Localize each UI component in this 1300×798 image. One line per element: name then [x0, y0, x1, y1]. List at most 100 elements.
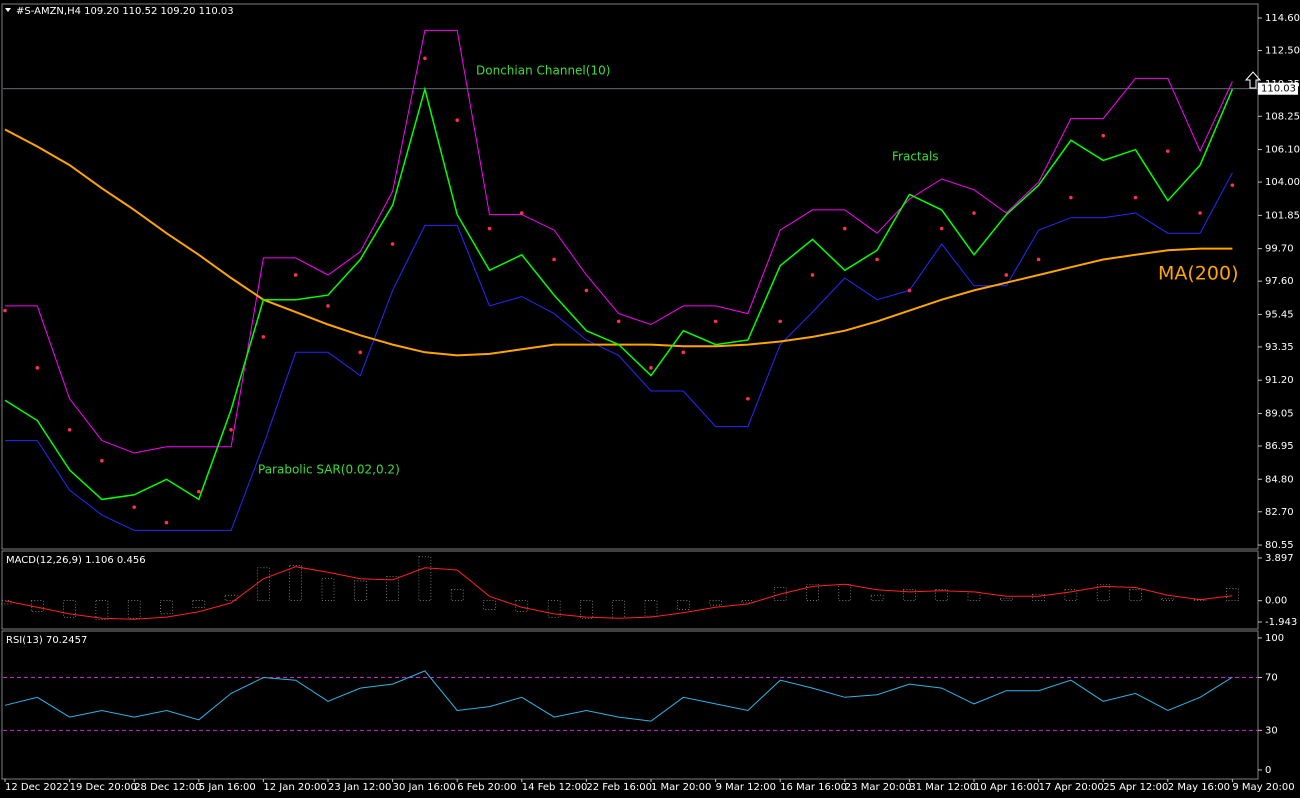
x-tick-label: 30 Jan 16:00	[393, 782, 456, 793]
last-price-box	[1258, 82, 1298, 95]
sar-dot	[746, 396, 750, 401]
histogram-bar	[547, 600, 561, 618]
x-tick-label: 16 Mar 16:00	[780, 782, 847, 793]
y-tick-label: 104.00	[1265, 177, 1300, 188]
histogram-bar	[644, 600, 658, 617]
histogram-bar	[418, 556, 432, 601]
sar-dot	[939, 226, 944, 231]
x-tick-label: 5 Jan 16:00	[199, 782, 256, 793]
sar-dot	[390, 242, 395, 246]
histogram-bar	[353, 580, 367, 601]
alert-icon	[1244, 71, 1262, 89]
y-tick-label: -1.943	[1265, 617, 1297, 628]
y-tick-label: 30	[1265, 725, 1278, 736]
x-tick-label: 6 Feb 20:00	[457, 782, 516, 793]
series-line	[5, 172, 1233, 531]
y-tick-label: 106.10	[1265, 145, 1300, 156]
y-tick-label: 112.50	[1265, 46, 1300, 57]
y-tick-label: 108.25	[1265, 111, 1300, 122]
sar-dot	[713, 319, 718, 324]
y-tick-label: 114.60	[1265, 13, 1300, 24]
macd-title: MACD(12,26,9) 1.106 0.456	[6, 555, 146, 566]
sar-dot	[972, 211, 976, 215]
sar-dot	[1036, 257, 1041, 262]
histogram-bar	[95, 600, 109, 620]
main-panel	[1, 3, 1259, 550]
y-tick-label: 101.85	[1265, 210, 1300, 221]
series-line	[4, 670, 1233, 722]
x-tick-label: 1 Mar 20:00	[651, 782, 711, 793]
histogram-bar	[160, 600, 173, 615]
sar-dot	[293, 273, 298, 277]
x-tick-label: 14 Feb 12:00	[522, 782, 588, 793]
sar-dot	[552, 257, 556, 262]
sar-dot	[229, 427, 233, 432]
sar-dot	[649, 366, 653, 370]
histogram-bar	[321, 578, 335, 601]
sar-dot	[616, 319, 621, 324]
histogram-bar	[709, 600, 722, 606]
sar-dot	[132, 505, 136, 509]
annotation: Parabolic SAR(0.02,0.2)	[258, 463, 400, 477]
x-tick-label: 22 Feb 16:00	[586, 782, 652, 793]
rsi-panel	[1, 630, 1259, 780]
histogram-bar	[1226, 588, 1239, 601]
histogram-bar	[676, 600, 690, 610]
annotation: Fractals	[892, 150, 939, 164]
sar-dot	[326, 304, 330, 308]
histogram-bar	[773, 587, 787, 601]
sar-dot	[35, 366, 40, 370]
x-tick-label: 28 Dec 12:00	[134, 782, 201, 793]
sar-dot	[907, 288, 912, 293]
sar-dot	[1004, 273, 1009, 277]
histogram-bar	[580, 600, 593, 619]
chart-title: #S-AMZN,H4 109.20 110.52 109.20 110.03	[16, 6, 234, 17]
histogram-bar	[450, 589, 464, 601]
sar-dot	[843, 226, 847, 231]
y-tick-label: 93.35	[1265, 342, 1294, 353]
y-tick-label: 99.70	[1265, 244, 1294, 255]
histogram-bar	[192, 600, 206, 608]
histogram-bar	[257, 567, 270, 601]
y-tick-label: 3.897	[1265, 553, 1294, 564]
y-tick-label: 0.00	[1265, 596, 1287, 607]
x-tick-label: 19 Dec 20:00	[70, 782, 137, 793]
histogram-bar	[1096, 583, 1110, 601]
annotation: MA(200)	[1158, 263, 1238, 285]
sar-dot	[1166, 149, 1170, 153]
histogram-bar	[935, 589, 949, 601]
sar-dot	[164, 520, 169, 525]
y-tick-label: 86.95	[1265, 441, 1294, 452]
x-tick-label: 17 Apr 20:00	[1039, 782, 1104, 793]
sar-dot	[810, 273, 815, 277]
histogram-bar	[612, 600, 626, 619]
y-tick-label: 89.05	[1265, 408, 1294, 419]
sar-dot	[520, 211, 524, 215]
x-tick-label: 12 Jan 20:00	[263, 782, 326, 793]
x-tick-label: 31 Mar 12:00	[909, 782, 976, 793]
rsi-title: RSI(13) 70.2457	[6, 635, 87, 646]
y-tick-label: 91.20	[1265, 375, 1294, 386]
y-tick-label: 80.55	[1265, 540, 1294, 551]
x-tick-label: 2 May 16:00	[1168, 782, 1230, 793]
series-line	[5, 29, 1233, 454]
y-tick-label: 0	[1265, 765, 1271, 776]
sar-dot	[778, 319, 782, 324]
histogram-bar	[483, 600, 496, 610]
histogram-bar	[741, 600, 755, 604]
histogram-bar	[838, 583, 852, 601]
sar-dot	[3, 308, 7, 313]
sar-dot	[681, 350, 686, 355]
y-tick-label: 70	[1265, 673, 1278, 684]
histogram-bar	[870, 594, 884, 601]
x-tick-label: 25 Apr 12:00	[1103, 782, 1168, 793]
x-tick-label: 12 Dec 2022	[5, 782, 69, 793]
series-line	[4, 86, 1234, 501]
histogram-bar	[30, 600, 44, 612]
histogram-bar	[289, 565, 303, 601]
histogram-bar	[63, 600, 76, 618]
sar-dot	[423, 56, 427, 61]
histogram-bar	[386, 576, 399, 601]
sar-dot	[1133, 195, 1138, 200]
